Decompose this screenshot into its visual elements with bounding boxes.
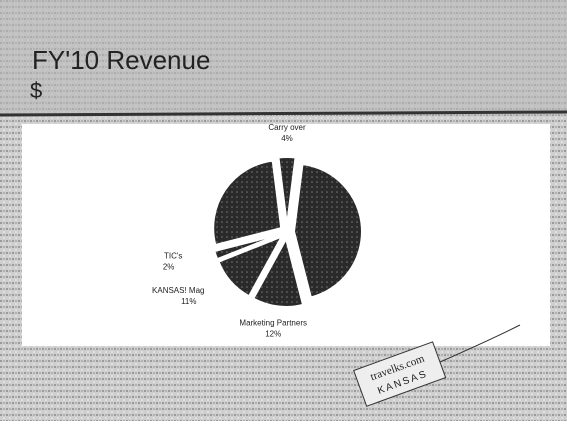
slide-title: FY'10 Revenue — [32, 45, 210, 75]
slide: FY'10 Revenue $ travelks.com KANSAS Carr… — [0, 0, 567, 421]
slice-value-label: 12% — [265, 329, 281, 338]
slice-value-label: 11% — [181, 297, 196, 306]
slice-label: KANSAS! Mag — [152, 286, 204, 295]
slice-label: Marketing Partners — [239, 318, 307, 327]
slide-subtitle: $ — [30, 78, 42, 103]
slice-value-label: 4% — [281, 134, 293, 143]
slice-label: TIC's — [164, 251, 182, 260]
slice-value-label: 2% — [163, 262, 175, 271]
slice-label: Carry over — [268, 123, 306, 132]
